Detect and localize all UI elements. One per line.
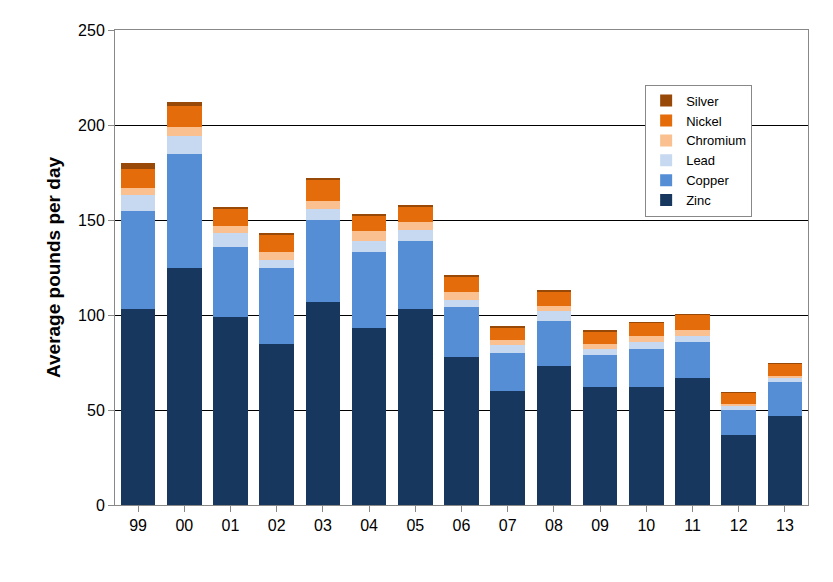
svg-text:50: 50: [87, 402, 105, 419]
svg-text:12: 12: [730, 517, 748, 534]
svg-text:Zinc: Zinc: [686, 193, 711, 208]
svg-text:0: 0: [96, 497, 105, 514]
svg-text:08: 08: [545, 517, 563, 534]
svg-text:Nickel: Nickel: [686, 114, 722, 129]
svg-text:Lead: Lead: [686, 153, 715, 168]
svg-text:13: 13: [776, 517, 794, 534]
svg-text:03: 03: [314, 517, 332, 534]
svg-text:250: 250: [78, 22, 105, 39]
svg-text:150: 150: [78, 212, 105, 229]
svg-text:05: 05: [406, 517, 424, 534]
svg-text:100: 100: [78, 307, 105, 324]
svg-text:09: 09: [591, 517, 609, 534]
svg-text:Chromium: Chromium: [686, 133, 746, 148]
svg-text:200: 200: [78, 117, 105, 134]
svg-text:Average pounds per day: Average pounds per day: [43, 157, 64, 378]
svg-text:Silver: Silver: [686, 94, 719, 109]
svg-text:00: 00: [175, 517, 193, 534]
svg-text:99: 99: [129, 517, 147, 534]
svg-text:Copper: Copper: [686, 173, 729, 188]
svg-text:07: 07: [499, 517, 517, 534]
svg-text:01: 01: [222, 517, 240, 534]
svg-text:02: 02: [268, 517, 286, 534]
svg-text:11: 11: [684, 517, 701, 534]
svg-text:06: 06: [453, 517, 471, 534]
svg-text:10: 10: [637, 517, 655, 534]
svg-text:04: 04: [360, 517, 378, 534]
